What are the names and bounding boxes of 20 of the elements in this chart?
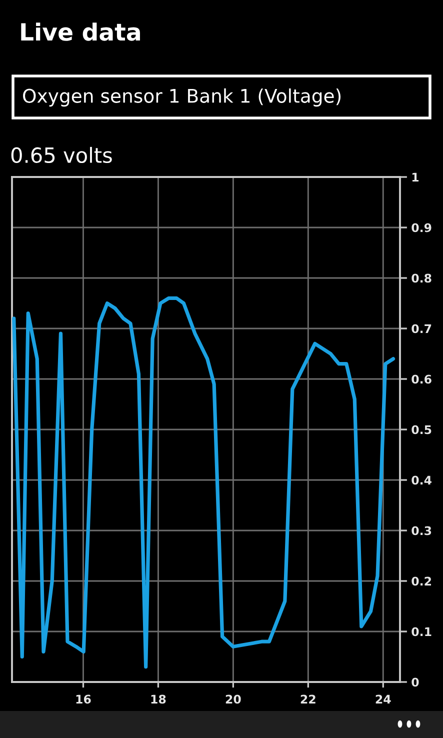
y-tick-label: 0.2	[412, 576, 431, 586]
x-tick-label: 24	[376, 694, 391, 704]
y-tick-label: 0.6	[412, 374, 432, 384]
x-tick-label: 18	[151, 694, 166, 704]
x-tick-label: 22	[300, 694, 316, 704]
chart-subtitle: Oxygen sensor 1 Bank 1 (Voltage)	[23, 88, 341, 107]
y-tick-label: 1	[412, 172, 419, 182]
y-tick-label: 0.1	[412, 627, 432, 636]
line-series	[12, 296, 396, 669]
chart-title: Live data	[21, 22, 140, 41]
y-tick-label: 0.4	[412, 476, 432, 485]
y-tick-label: 0.7	[412, 324, 432, 334]
text: 0.65 volts	[11, 146, 112, 164]
x-tick-label: 16	[76, 694, 91, 704]
y-tick-label: 0	[412, 678, 419, 687]
y-tick-label: 0.8	[412, 274, 432, 283]
y-tick-label: 0.9	[412, 223, 432, 232]
y-tick-label: 0.3	[412, 526, 432, 536]
y-tick-label: 0.5	[412, 425, 432, 434]
x-tick-label: 20	[226, 694, 241, 704]
